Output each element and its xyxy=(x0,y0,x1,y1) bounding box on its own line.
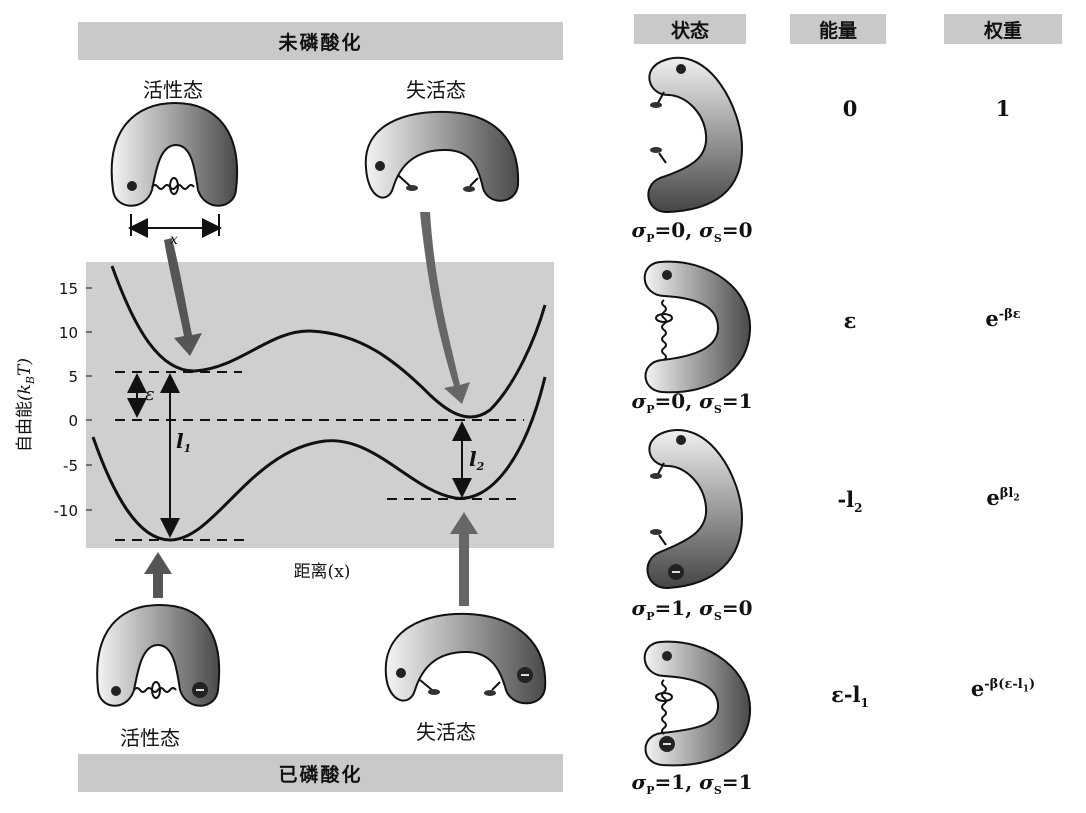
arrow-bottom-inactive xyxy=(450,512,478,606)
protein-top-active xyxy=(110,101,239,207)
ytick-0: 0 xyxy=(68,412,78,430)
weight-row-4: e-β(ε-l1) xyxy=(970,676,1036,701)
weight-row-3: eβl2 xyxy=(986,485,1020,510)
distance-x-label: x xyxy=(170,232,178,248)
state-shape-2 xyxy=(643,260,752,394)
ytick-5: 5 xyxy=(68,368,78,386)
arrow-bottom-active xyxy=(144,552,172,598)
ytick-15: 15 xyxy=(59,280,78,298)
ytick-minus5: -5 xyxy=(63,457,78,475)
sigma-row-3: σP=1, σS=0 xyxy=(631,596,753,623)
sigma-row-1: σP=0, σS=0 xyxy=(631,218,753,245)
state-shape-1 xyxy=(647,56,744,214)
ytick-10: 10 xyxy=(59,324,78,342)
header-energy: 能量 xyxy=(790,14,886,44)
energy-row-3: -l2 xyxy=(837,487,863,516)
weight-row-1: 1 xyxy=(995,96,1011,121)
bottom-inactive-label: 失活态 xyxy=(416,720,476,744)
arrow-top-active xyxy=(164,238,202,356)
protein-top-inactive xyxy=(364,110,520,202)
state-shape-4 xyxy=(643,640,752,767)
top-inactive-label: 失活态 xyxy=(406,78,466,102)
bottom-active-label: 活性态 xyxy=(120,726,180,750)
y-axis-label: 自由能(kBT) xyxy=(15,358,37,452)
l1-label: l1 xyxy=(176,429,191,455)
energy-row-1: 0 xyxy=(842,96,858,121)
header-weight: 权重 xyxy=(944,14,1062,44)
phosphorylated-banner: 已磷酸化 xyxy=(78,754,563,792)
ytick-minus10: -10 xyxy=(54,502,79,520)
protein-bottom-inactive xyxy=(384,612,547,705)
arrow-top-inactive xyxy=(420,212,470,404)
unphosphorylated-banner: 未磷酸化 xyxy=(78,22,563,60)
top-active-label: 活性态 xyxy=(143,78,203,102)
x-axis-label: 距离(x) xyxy=(294,562,351,582)
energy-row-4: ε-l1 xyxy=(831,682,869,711)
sigma-row-4: σP=1, σS=1 xyxy=(631,770,753,797)
epsilon-label: ε xyxy=(145,384,155,405)
phosphorylated-curve xyxy=(91,376,547,542)
header-state: 状态 xyxy=(634,14,746,44)
weight-row-2: e-βε xyxy=(985,306,1021,331)
l2-label: l2 xyxy=(469,447,485,473)
plot-area xyxy=(86,262,554,548)
unphosphorylated-curve xyxy=(110,265,547,419)
state-shape-3 xyxy=(646,429,744,590)
protein-bottom-active xyxy=(96,603,221,707)
energy-row-2: ε xyxy=(843,308,857,333)
sigma-row-2: σP=0, σS=1 xyxy=(631,389,753,416)
y-axis-ticks xyxy=(86,287,92,511)
svg-text:自由能(kBT): 自由能(kBT) xyxy=(15,358,37,452)
